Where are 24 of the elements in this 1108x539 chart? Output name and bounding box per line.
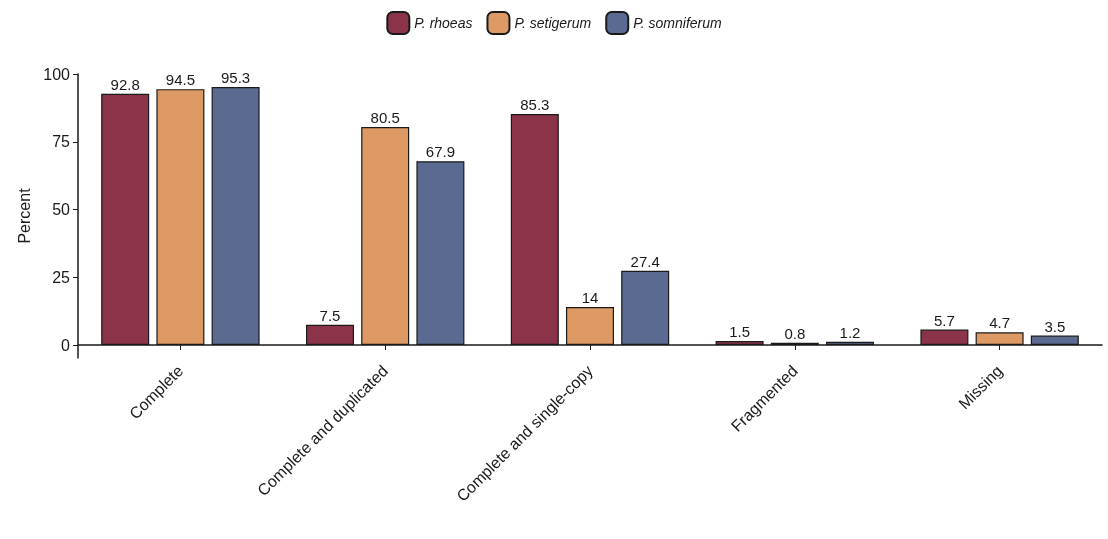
data-label: 94.5 [165,71,195,89]
data-label: 95.3 [221,69,251,86]
data-label: 85.3 [520,96,550,114]
data-label: 1.2 [839,323,861,341]
data-label: 4.7 [989,314,1011,332]
legend-label: P. setigerum [514,15,592,31]
data-label: 92.8 [110,75,140,93]
data-label: 67.9 [425,143,455,161]
data-label: 7.5 [319,306,341,324]
data-label: 80.5 [370,109,400,127]
legend-label: P. somniferum [633,15,723,31]
y-tick-label: 75 [52,133,71,151]
y-tick-label: 50 [52,201,71,219]
data-label: 14 [581,289,599,307]
data-label: 0.8 [784,324,806,342]
y-tick-label: 0 [61,336,71,354]
y-tick-label: 100 [43,65,71,83]
legend-label: P. rhoeas [414,15,473,31]
data-label: 1.5 [729,322,751,340]
y-tick-label: 25 [52,268,71,286]
y-axis-title: Percent [15,187,33,244]
data-label: 5.7 [933,311,955,329]
data-label: 3.5 [1044,317,1066,335]
data-label: 27.4 [630,252,660,270]
